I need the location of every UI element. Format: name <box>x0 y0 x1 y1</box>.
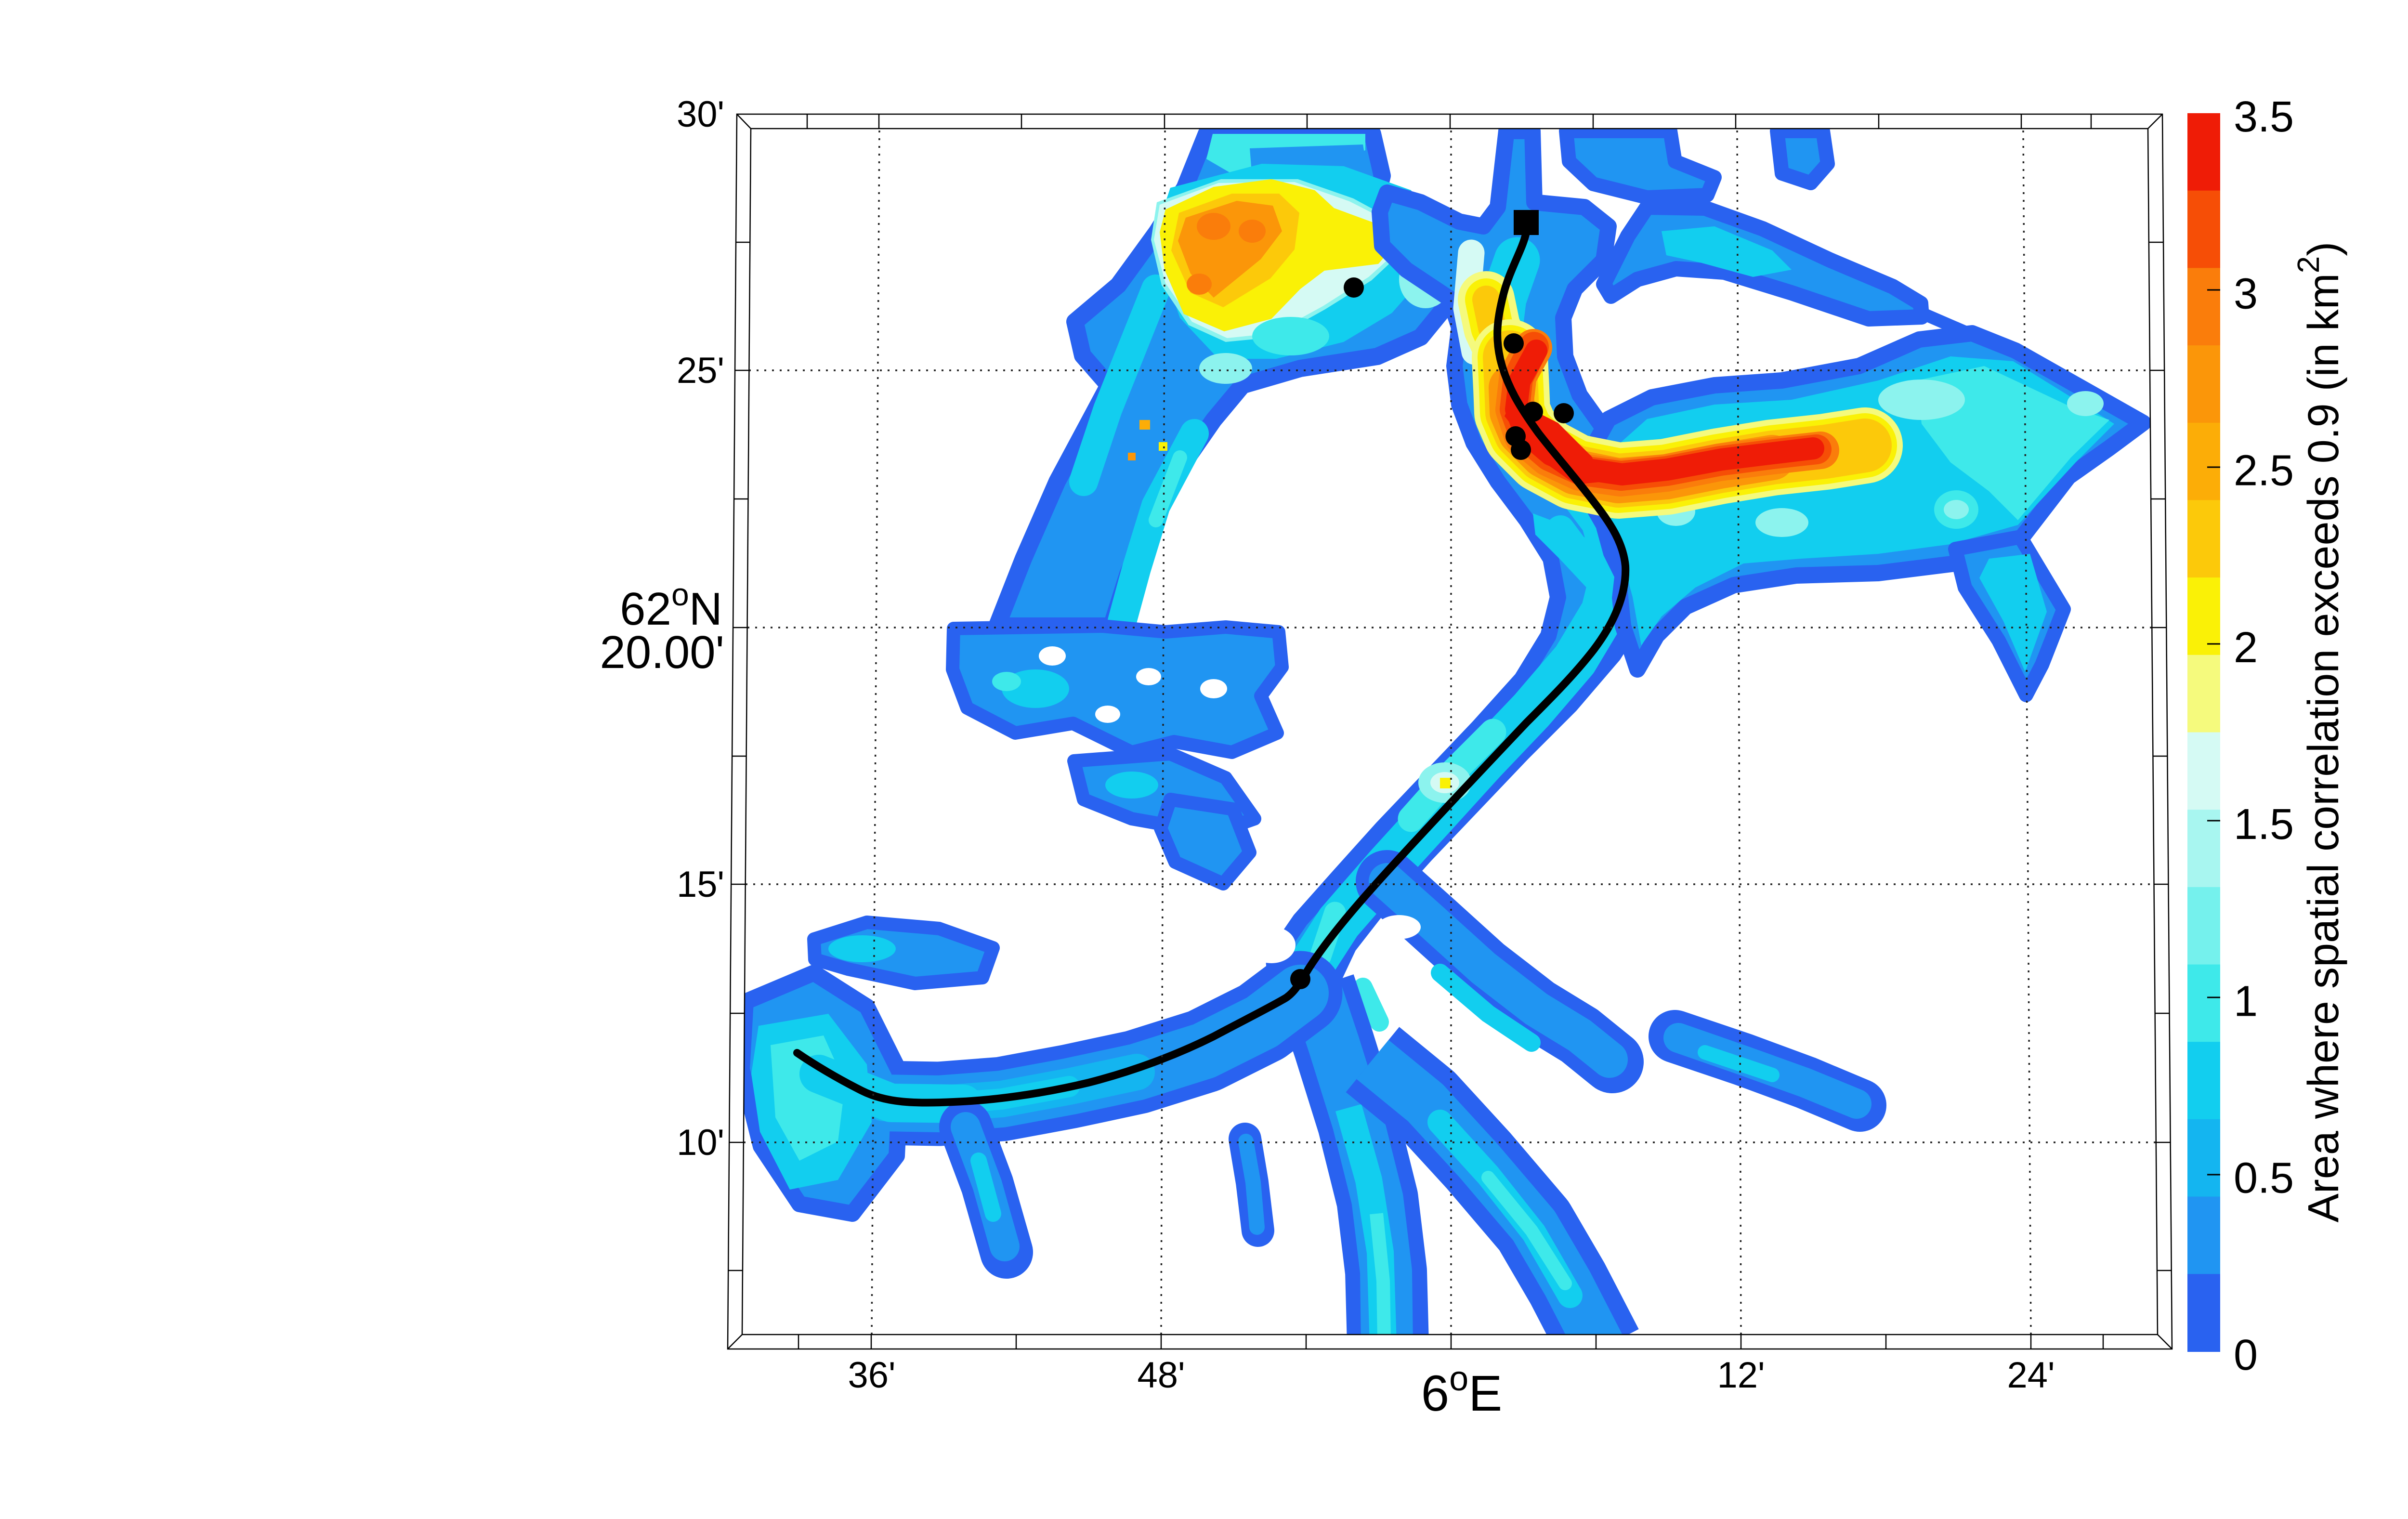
svg-text:0.5: 0.5 <box>2234 1154 2294 1203</box>
svg-text:2: 2 <box>2234 624 2258 672</box>
svg-text:10': 10' <box>677 1122 724 1163</box>
svg-text:3.5: 3.5 <box>2234 93 2294 141</box>
svg-text:3: 3 <box>2234 270 2258 318</box>
svg-text:0: 0 <box>2234 1331 2258 1379</box>
svg-text:30': 30' <box>677 94 724 135</box>
svg-text:12': 12' <box>1717 1355 1765 1396</box>
svg-text:20.00': 20.00' <box>600 627 724 678</box>
svg-text:25': 25' <box>677 350 724 391</box>
svg-text:15': 15' <box>677 864 724 905</box>
svg-text:1: 1 <box>2234 977 2258 1025</box>
svg-text:62oN: 62oN <box>620 576 722 635</box>
svg-text:1.5: 1.5 <box>2234 800 2294 849</box>
svg-text:6oE: 6oE <box>1421 1360 1503 1422</box>
svg-text:24': 24' <box>2007 1355 2055 1396</box>
svg-text:2.5: 2.5 <box>2234 447 2294 495</box>
svg-text:48': 48' <box>1137 1355 1185 1396</box>
svg-text:36': 36' <box>848 1355 895 1396</box>
svg-text:Area where spatial correlation: Area where spatial correlation exceeds 0… <box>2291 242 2348 1223</box>
